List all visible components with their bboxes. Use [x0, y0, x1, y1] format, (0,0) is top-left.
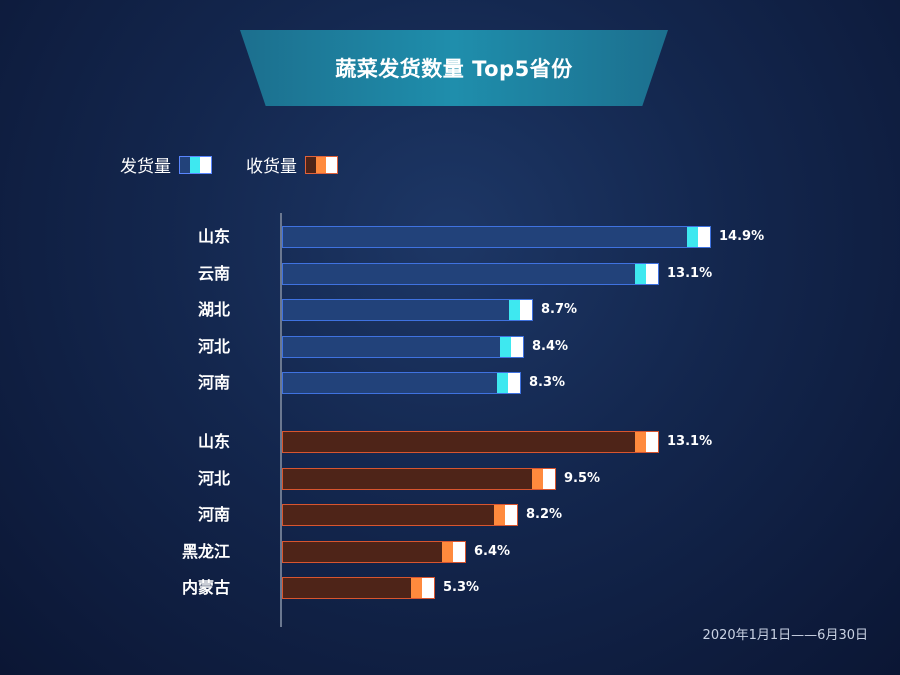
- category-label: 山东: [197, 227, 230, 246]
- recv-bar: [282, 431, 659, 453]
- category-label: 河北: [197, 337, 230, 356]
- recv-bar: [282, 541, 466, 563]
- category-label: 河北: [197, 469, 230, 488]
- category-label: 内蒙古: [181, 578, 230, 597]
- chart-title: 蔬菜发货数量 Top5省份: [335, 57, 573, 81]
- category-label: 山东: [197, 432, 230, 451]
- title-banner: [240, 30, 668, 106]
- value-label: 8.2%: [526, 507, 563, 522]
- recv-bar: [282, 577, 435, 599]
- value-label: 8.4%: [532, 339, 569, 354]
- ship-bar: [282, 226, 711, 248]
- ship-bar: [282, 336, 524, 358]
- category-label: 河南: [197, 373, 230, 392]
- legend-recv-swatch: [305, 155, 338, 174]
- ship-bar: [282, 299, 533, 321]
- value-label: 5.3%: [443, 580, 480, 595]
- value-label: 9.5%: [564, 471, 601, 486]
- value-label: 6.4%: [474, 544, 511, 559]
- value-label: 8.3%: [529, 375, 566, 390]
- value-label: 13.1%: [667, 434, 713, 449]
- legend-ship-swatch: [179, 155, 212, 174]
- date-range: 2020年1月1日——6月30日: [702, 628, 868, 643]
- legend: 发货量 收货量: [120, 152, 372, 177]
- legend-item-recv: 收货量: [246, 152, 338, 177]
- recv-bar: [282, 468, 556, 490]
- legend-ship-label: 发货量: [120, 157, 171, 177]
- category-label: 湖北: [197, 300, 230, 319]
- legend-item-ship: 发货量: [120, 152, 212, 177]
- legend-recv-label: 收货量: [246, 157, 297, 177]
- recv-bar: [282, 504, 518, 526]
- category-label: 云南: [197, 264, 230, 283]
- value-label: 14.9%: [719, 229, 765, 244]
- value-label: 8.7%: [541, 302, 578, 317]
- category-label: 河南: [197, 505, 230, 524]
- y-axis-line: [280, 213, 282, 627]
- value-label: 13.1%: [667, 266, 713, 281]
- ship-bar: [282, 263, 659, 285]
- category-label: 黑龙江: [181, 542, 230, 561]
- ship-bar: [282, 372, 521, 394]
